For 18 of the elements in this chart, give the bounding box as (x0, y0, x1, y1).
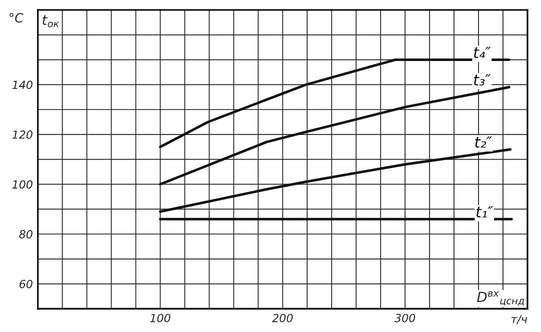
annotation: D$^{вх}$$_{цснд}$ (477, 291, 524, 306)
line-series (159, 58, 510, 148)
series-label: t₄″ (474, 46, 491, 58)
x-tick-label: 200 (272, 314, 293, 322)
y-tick-label: 80 (19, 230, 32, 238)
series-label: t₁″ (476, 206, 494, 218)
x-tick-label: 100 (150, 314, 170, 322)
y-tick-label: 140 (12, 80, 32, 90)
series-label: t₂″ (475, 136, 492, 148)
line-series (159, 86, 510, 186)
y-tick-label: 60 (20, 280, 32, 288)
y-axis-title: °C (10, 13, 24, 22)
annotation: t$_{ок}$ (42, 15, 60, 28)
y-tick-label: 100 (12, 180, 32, 189)
x-tick-label: 300 (394, 314, 416, 322)
series-label: t₃″ (474, 74, 491, 86)
x-axis-title: т/ч (511, 315, 528, 324)
y-tick-label: 120 (12, 130, 32, 139)
